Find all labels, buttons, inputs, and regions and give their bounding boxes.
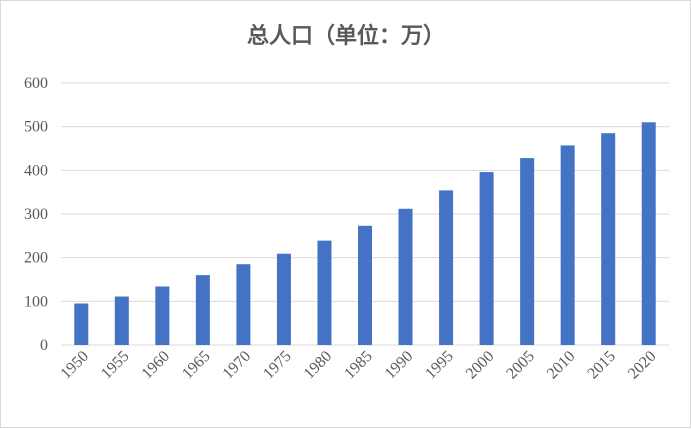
x-tick-label: 1995 — [422, 348, 457, 383]
y-tick-label: 600 — [24, 75, 48, 92]
x-tick-label: 1985 — [341, 348, 376, 383]
bar-1975 — [276, 253, 291, 345]
x-tick-label: 2010 — [544, 348, 579, 383]
bar-1985 — [358, 225, 372, 345]
x-tick-label: 1990 — [382, 348, 417, 383]
bar-1980 — [317, 240, 332, 345]
bar-1965 — [195, 275, 210, 345]
chart-title: 总人口（单位：万） — [247, 23, 445, 49]
x-tick-label: 2020 — [625, 348, 660, 383]
bar-1990 — [398, 208, 413, 345]
y-tick-label: 400 — [24, 162, 48, 179]
bar-1955 — [114, 296, 129, 345]
x-tick-label: 2015 — [584, 348, 619, 383]
bar-1995 — [439, 190, 454, 345]
y-tick-label: 0 — [40, 337, 48, 354]
y-axis-ticks: 0 100 200 300 400 500 600 — [24, 75, 48, 354]
bars — [74, 122, 656, 345]
bar-1970 — [236, 264, 251, 345]
x-tick-label: 1980 — [301, 348, 336, 383]
y-tick-label: 300 — [24, 206, 48, 223]
x-tick-label: 2000 — [463, 348, 498, 383]
y-tick-label: 200 — [24, 250, 48, 267]
bar-2020 — [641, 122, 656, 345]
bar-2010 — [560, 145, 575, 345]
bar-1960 — [155, 286, 170, 345]
x-tick-label: 1955 — [98, 348, 133, 383]
y-tick-label: 100 — [24, 293, 48, 310]
x-tick-label: 1960 — [139, 348, 174, 383]
x-tick-label: 2005 — [503, 348, 538, 383]
x-axis-ticks: 1950 1955 1960 1965 1970 1975 1980 1985 1990 1995… — [57, 348, 659, 383]
bar-2015 — [601, 133, 616, 345]
x-tick-label: 1950 — [57, 348, 92, 383]
bar-2005 — [520, 158, 535, 345]
x-tick-label: 1970 — [220, 348, 255, 383]
bar-2000 — [479, 172, 494, 345]
x-tick-label: 1975 — [260, 348, 295, 383]
bar-1950 — [74, 303, 89, 345]
y-tick-label: 500 — [24, 119, 48, 136]
x-tick-label: 1965 — [179, 348, 214, 383]
